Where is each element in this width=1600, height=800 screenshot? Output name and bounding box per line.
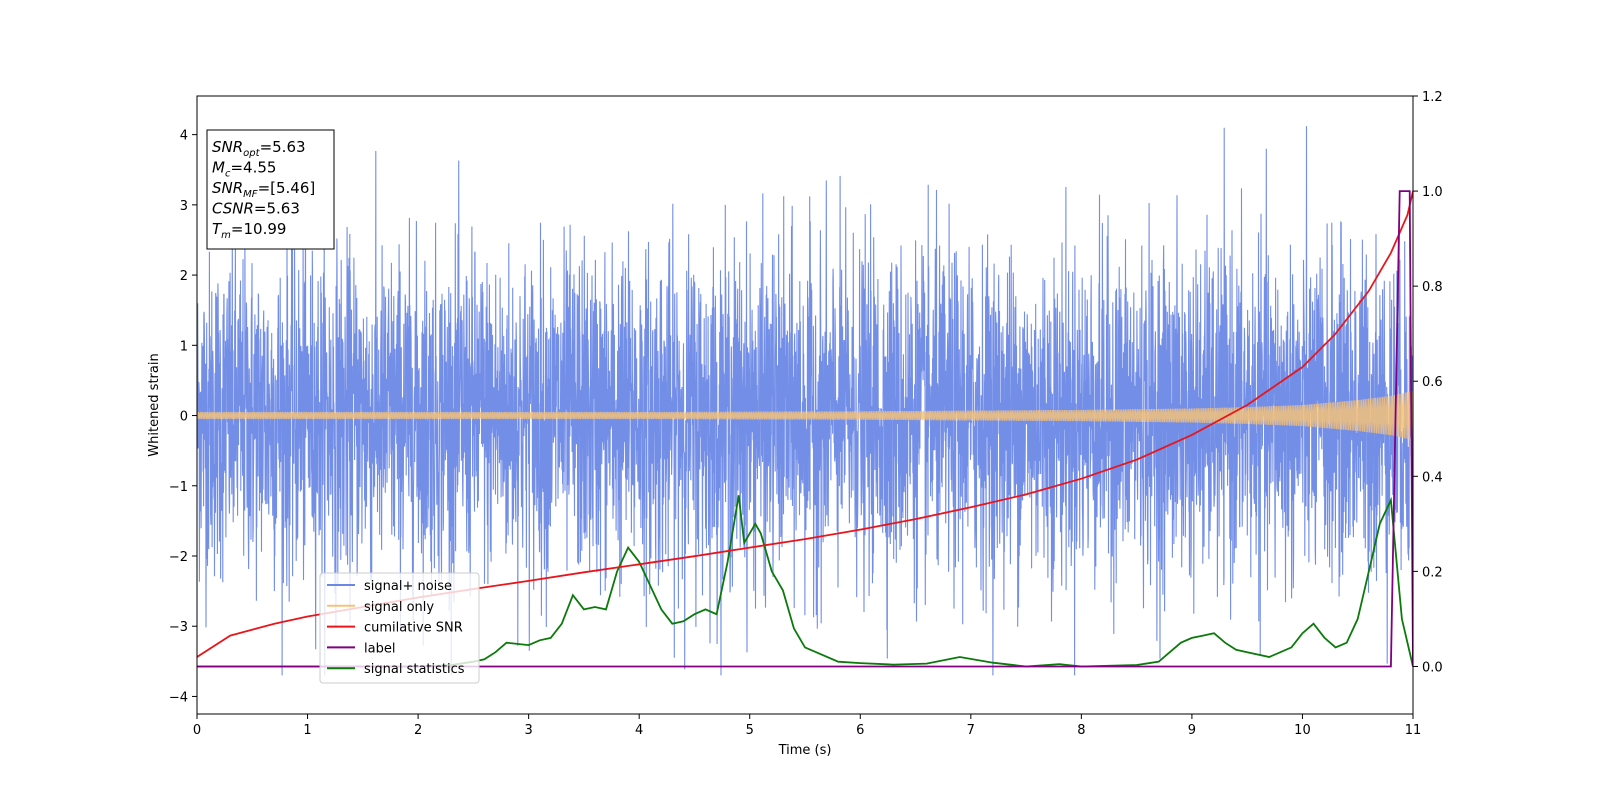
y2-tick-label: 0.4 <box>1422 470 1443 485</box>
y-axis-right: 1.2 1.0 0.8 0.6 0.4 0.2 0.0 <box>1413 90 1443 675</box>
x-tick-label: 8 <box>1077 723 1085 738</box>
legend-frame <box>319 572 480 684</box>
series-signal-statistics <box>197 495 1413 668</box>
legend-item: signal+ noise <box>327 579 452 594</box>
y-tick-label: 2 <box>180 269 188 284</box>
y-axis-label: Whitened strain <box>147 353 162 456</box>
y-tick-label: 0 <box>180 410 188 425</box>
y-axis-left: 4 3 2 1 0 −1 −2 −3 −4 <box>169 129 197 705</box>
y2-tick-label: 0.0 <box>1422 660 1443 675</box>
series-signal-only <box>197 391 1413 441</box>
series-label <box>197 190 1413 668</box>
x-tick-label: 11 <box>1405 723 1422 738</box>
x-axis-label: Time (s) <box>778 743 832 758</box>
annotation-frame <box>206 129 335 250</box>
y-tick-label: −2 <box>169 550 188 565</box>
annotation-line: SNRopt=5.63 <box>212 138 306 159</box>
legend-label: cumilative SNR <box>364 621 463 636</box>
noise-line <box>197 126 1413 676</box>
series-signal-plus-noise <box>197 126 1413 676</box>
legend-label: signal+ noise <box>364 579 452 594</box>
annotation-line: Mc=4.55 <box>212 159 276 180</box>
y-tick-label: 1 <box>180 339 188 354</box>
plot-frame <box>196 95 1414 715</box>
y2-tick-label: 1.2 <box>1422 90 1443 105</box>
legend-label: label <box>364 641 395 656</box>
signal-only-line <box>197 391 1413 441</box>
x-tick-label: 4 <box>635 723 643 738</box>
x-tick-label: 6 <box>856 723 864 738</box>
x-tick-label: 9 <box>1188 723 1196 738</box>
x-tick-label: 2 <box>414 723 422 738</box>
y-tick-label: −4 <box>169 690 188 705</box>
legend-item: signal only <box>327 600 434 615</box>
x-tick-label: 10 <box>1294 723 1311 738</box>
annotation-line: Tm=10.99 <box>212 220 286 241</box>
annotation-line: CSNR=5.63 <box>212 200 300 218</box>
x-tick-label: 3 <box>524 723 532 738</box>
legend-label: signal statistics <box>364 662 465 677</box>
legend-label: signal only <box>364 600 434 615</box>
x-axis: 0 1 2 3 4 5 6 7 8 9 10 11 <box>193 714 1421 738</box>
legend-item: label <box>327 641 395 656</box>
y-tick-label: 3 <box>180 199 188 214</box>
x-tick-label: 7 <box>967 723 975 738</box>
legend-item: cumilative SNR <box>327 621 463 636</box>
legend: signal+ noise signal only cumilative SNR la… <box>319 572 480 684</box>
y2-tick-label: 0.2 <box>1422 565 1443 580</box>
annotation-line: SNRMF=[5.46] <box>212 179 315 200</box>
x-tick-label: 5 <box>746 723 754 738</box>
x-tick-label: 0 <box>193 723 201 738</box>
y-tick-label: −1 <box>169 480 188 495</box>
y2-tick-label: 0.8 <box>1422 280 1443 295</box>
y2-tick-label: 1.0 <box>1422 185 1443 200</box>
y2-tick-label: 0.6 <box>1422 375 1443 390</box>
legend-item: signal statistics <box>327 662 465 677</box>
y-tick-label: 4 <box>180 129 188 144</box>
x-tick-label: 1 <box>303 723 311 738</box>
y-tick-label: −3 <box>169 620 188 635</box>
